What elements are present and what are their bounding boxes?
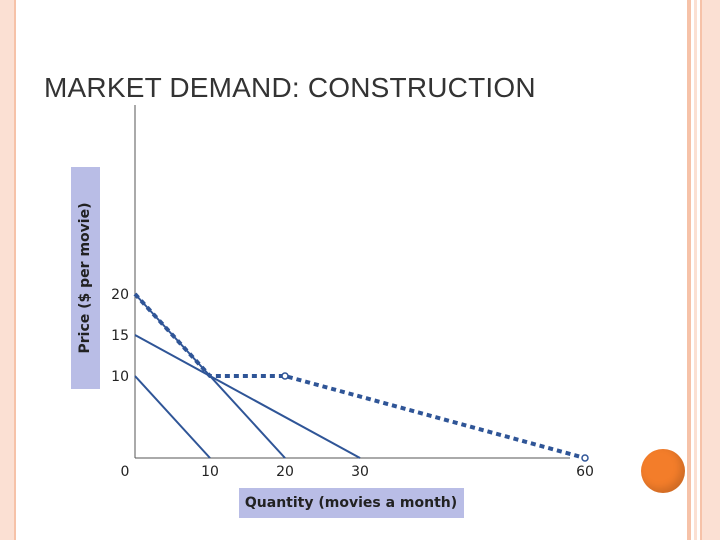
right-border-stripe: [694, 0, 697, 540]
x-tick-label: 30: [351, 464, 369, 480]
orange-circle-decoration: [641, 449, 685, 493]
right-border-stripe: [687, 0, 691, 540]
individual-demand-line-1: [134, 375, 211, 459]
slide-title: MARKET DEMAND: CONSTRUCTION: [44, 72, 536, 103]
x-axis-label: Quantity (movies a month): [244, 495, 458, 511]
x-tick-label: 0: [121, 464, 130, 480]
kink-point-marker: [281, 372, 289, 380]
individual-demand-line-3: [134, 334, 361, 459]
x-tick-label: 10: [201, 464, 219, 480]
x-tick-label: 60: [576, 464, 594, 480]
market-demand-curve: [133, 292, 586, 460]
series-layer: [133, 292, 589, 462]
y-tick-label: 10: [111, 369, 129, 385]
kink-point-marker: [581, 454, 589, 462]
y-tick-label: 15: [111, 328, 129, 344]
tick-layer: 0 10 20 30 60 10 15 20: [111, 287, 594, 480]
x-tick-label: 20: [276, 464, 294, 480]
left-border-decoration: [0, 0, 16, 540]
x-axis-label-box: [239, 488, 464, 518]
y-axis-label-box: [71, 167, 100, 389]
right-border-decoration: [700, 0, 720, 540]
y-tick-label: 20: [111, 287, 129, 303]
